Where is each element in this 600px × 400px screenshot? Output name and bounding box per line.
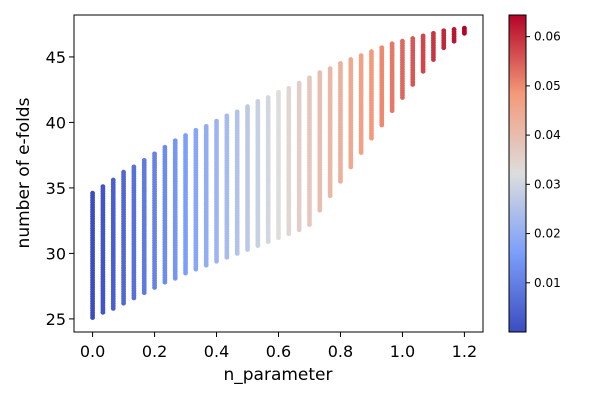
data-point — [183, 133, 188, 138]
x-tick-label: 1.0 — [390, 342, 415, 361]
data-point — [296, 80, 302, 86]
data-point — [348, 57, 354, 62]
data-point — [369, 49, 374, 55]
data-points — [90, 25, 467, 320]
data-point — [431, 30, 436, 36]
x-tick-label: 0.6 — [266, 342, 291, 361]
data-point — [121, 169, 126, 175]
data-point — [317, 70, 323, 76]
data-point — [172, 138, 178, 144]
data-point — [131, 164, 137, 170]
colorbar-tick-label: 0.05 — [534, 79, 561, 93]
colorbar-tick-label: 0.06 — [534, 30, 561, 44]
y-tick-label: 45 — [46, 48, 66, 67]
colorbar-axis: 0.01 0.02 0.03 0.04 0.05 0.06 — [526, 30, 561, 290]
y-tick-label: 40 — [46, 113, 66, 132]
data-point — [358, 53, 364, 59]
data-point — [410, 36, 416, 41]
y-axis: 25 30 35 40 45 — [46, 48, 74, 329]
data-point — [141, 158, 147, 163]
colorbar-tick-label: 0.02 — [534, 227, 561, 241]
colorbar — [508, 14, 527, 333]
data-point — [462, 25, 467, 31]
x-axis: 0.0 0.2 0.4 0.6 0.8 1.0 1.2 — [80, 332, 477, 361]
data-point — [203, 123, 209, 129]
data-point — [265, 95, 271, 100]
x-tick-label: 0.8 — [328, 342, 353, 361]
data-point — [214, 118, 219, 124]
data-point — [224, 113, 230, 119]
data-point — [255, 99, 261, 104]
x-tick-label: 0.0 — [80, 342, 105, 361]
colorbar-tick-label: 0.04 — [534, 128, 561, 142]
colorbar-tick-label: 0.03 — [534, 177, 561, 191]
data-point — [276, 89, 281, 95]
data-point — [327, 66, 333, 72]
data-point — [420, 33, 426, 39]
colorbar-tick-label: 0.01 — [534, 276, 561, 290]
x-tick-label: 0.4 — [204, 342, 229, 361]
y-tick-label: 25 — [46, 310, 66, 329]
y-tick-label: 35 — [46, 179, 66, 198]
data-point — [400, 38, 405, 44]
y-tick-label: 30 — [46, 244, 66, 263]
data-point — [152, 151, 157, 157]
data-point — [338, 61, 343, 66]
data-point — [100, 184, 106, 190]
data-point — [245, 104, 250, 110]
data-point — [90, 190, 95, 196]
x-tick-label: 1.2 — [452, 342, 477, 361]
data-point — [286, 85, 292, 91]
data-point — [193, 127, 199, 133]
data-point — [110, 177, 116, 183]
data-point — [162, 144, 168, 150]
data-point — [234, 109, 240, 115]
x-tick-label: 0.2 — [142, 342, 167, 361]
data-point — [441, 28, 447, 34]
y-axis-label: number of e-folds — [14, 97, 34, 248]
data-point — [307, 75, 312, 81]
data-point — [379, 45, 385, 51]
data-point — [389, 41, 395, 47]
x-axis-label: n_parameter — [223, 365, 332, 385]
data-point — [451, 27, 457, 32]
